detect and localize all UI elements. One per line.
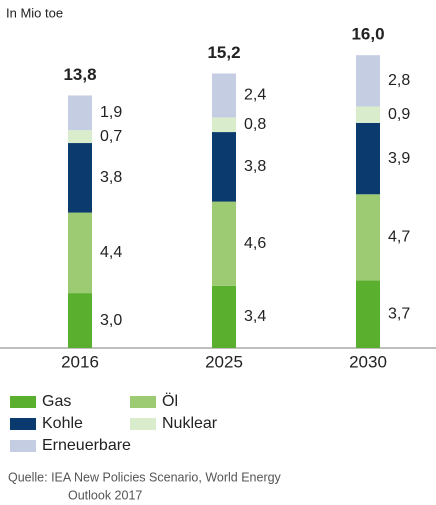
bar-segment — [68, 212, 92, 294]
bar-segment — [212, 73, 236, 118]
total-label: 16,0 — [351, 25, 384, 44]
bar-segment — [212, 201, 236, 286]
legend-label: Kohle — [42, 415, 83, 432]
bar-segment — [68, 130, 92, 144]
data-label: 2,8 — [388, 72, 410, 89]
legend-swatch — [130, 418, 156, 430]
bar-segment — [212, 132, 236, 202]
legend-swatch — [10, 396, 36, 408]
source-note: Outlook 2017 — [68, 488, 142, 502]
legend-label: Öl — [162, 392, 178, 410]
data-label: 3,4 — [244, 308, 266, 325]
bar-segment — [356, 106, 380, 123]
legend-swatch — [130, 396, 156, 408]
bar-segment — [68, 293, 92, 348]
data-label: 1,9 — [100, 104, 122, 121]
x-tick-label: 2030 — [349, 352, 387, 371]
legend-label: Nuklear — [162, 415, 218, 432]
unit-label: In Mio toe — [6, 5, 63, 20]
bar-segment — [68, 143, 92, 213]
bar-segment — [212, 285, 236, 348]
total-label: 15,2 — [207, 43, 240, 62]
bar-segment — [356, 55, 380, 107]
data-label: 4,6 — [244, 235, 266, 252]
legend-label: Erneuerbare — [42, 437, 131, 454]
legend-label: Gas — [42, 393, 71, 410]
bar-segment — [68, 95, 92, 131]
data-label: 3,9 — [388, 150, 410, 167]
bar-segment — [356, 122, 380, 195]
data-label: 4,7 — [388, 229, 410, 246]
total-label: 13,8 — [63, 65, 96, 84]
bar-segment — [356, 280, 380, 348]
x-tick-label: 2025 — [205, 352, 243, 371]
data-label: 3,8 — [244, 158, 266, 175]
bar-segment — [212, 117, 236, 133]
bar-segment — [356, 194, 380, 281]
x-tick-label: 2016 — [61, 352, 99, 371]
data-label: 3,0 — [100, 312, 122, 329]
data-label: 0,8 — [244, 116, 266, 133]
legend-swatch — [10, 418, 36, 430]
data-label: 0,7 — [100, 128, 122, 145]
data-label: 0,9 — [388, 106, 410, 123]
data-label: 3,8 — [100, 169, 122, 186]
data-label: 4,4 — [100, 244, 122, 261]
legend-swatch — [10, 440, 36, 452]
data-label: 3,7 — [388, 305, 410, 322]
source-note: Quelle: IEA New Policies Scenario, World… — [8, 470, 282, 484]
data-label: 2,4 — [244, 87, 266, 104]
